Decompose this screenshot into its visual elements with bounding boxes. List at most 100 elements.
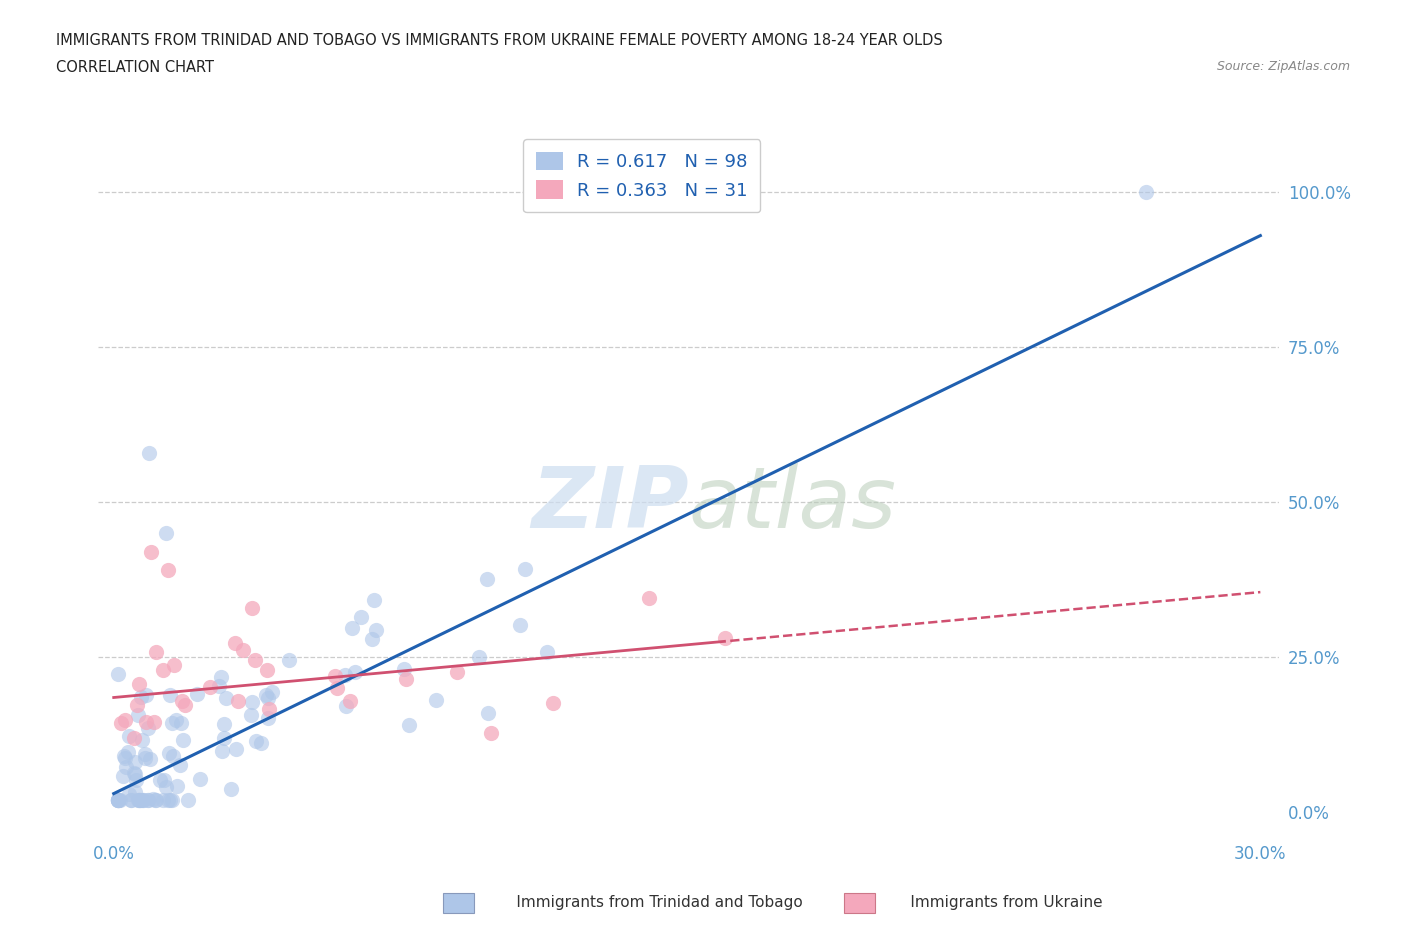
Point	[128, 677, 150, 692]
Point	[257, 711, 280, 725]
Point	[127, 792, 149, 807]
Point	[477, 706, 499, 721]
Point	[134, 746, 156, 761]
Point	[131, 792, 153, 807]
Point	[122, 766, 145, 781]
Point	[107, 792, 129, 807]
Point	[254, 688, 277, 703]
Point	[513, 562, 536, 577]
Point	[145, 644, 167, 659]
Point	[323, 668, 346, 683]
Point	[124, 785, 146, 800]
Point	[536, 644, 558, 659]
Point	[200, 680, 222, 695]
Point	[186, 686, 208, 701]
Point	[143, 792, 166, 807]
Text: Immigrants from Trinidad and Tobago: Immigrants from Trinidad and Tobago	[492, 895, 803, 910]
Point	[136, 721, 159, 736]
Point	[139, 751, 162, 766]
Point	[166, 778, 188, 793]
Point	[128, 792, 150, 807]
Point	[425, 693, 447, 708]
Point	[257, 691, 280, 706]
Text: ZIP: ZIP	[531, 463, 689, 546]
Point	[131, 690, 153, 705]
Point	[124, 754, 146, 769]
Point	[165, 713, 187, 728]
Point	[208, 679, 231, 694]
Point	[107, 666, 129, 681]
Point	[128, 792, 150, 807]
Point	[226, 694, 249, 709]
Point	[277, 653, 299, 668]
Point	[326, 681, 349, 696]
Point	[335, 698, 357, 713]
Point	[172, 733, 194, 748]
Point	[468, 649, 491, 664]
Point	[395, 671, 418, 686]
Text: Immigrants from Ukraine: Immigrants from Ukraine	[886, 895, 1102, 910]
Point	[138, 445, 160, 460]
Point	[240, 600, 263, 615]
Point	[136, 792, 159, 807]
Point	[188, 772, 211, 787]
Text: Source: ZipAtlas.com: Source: ZipAtlas.com	[1216, 60, 1350, 73]
Point	[479, 725, 502, 740]
Point	[134, 751, 156, 765]
Point	[245, 652, 267, 667]
Point	[124, 766, 146, 781]
Point	[475, 572, 498, 587]
Point	[114, 760, 136, 775]
Point	[212, 731, 235, 746]
Point	[398, 717, 420, 732]
Point	[127, 698, 149, 712]
Point	[446, 664, 468, 679]
Point	[152, 792, 174, 807]
Point	[155, 779, 177, 794]
Point	[135, 687, 157, 702]
Point	[225, 741, 247, 756]
Point	[221, 781, 243, 796]
Point	[131, 732, 153, 747]
Point	[107, 792, 129, 807]
Point	[232, 643, 254, 658]
Point	[637, 591, 659, 605]
Point	[240, 708, 263, 723]
Point	[714, 631, 737, 645]
Text: IMMIGRANTS FROM TRINIDAD AND TOBAGO VS IMMIGRANTS FROM UKRAINE FEMALE POVERTY AM: IMMIGRANTS FROM TRINIDAD AND TOBAGO VS I…	[56, 33, 943, 47]
Point	[224, 636, 246, 651]
Point	[256, 663, 278, 678]
Point	[141, 544, 163, 559]
Point	[107, 792, 129, 807]
Point	[174, 698, 197, 712]
Point	[209, 670, 232, 684]
Point	[212, 716, 235, 731]
Point	[149, 772, 172, 787]
Point	[157, 792, 180, 807]
Point	[120, 792, 142, 807]
Point	[160, 792, 183, 807]
Point	[142, 714, 165, 729]
Point	[155, 525, 177, 540]
Point	[152, 663, 174, 678]
Point	[131, 792, 153, 807]
Point	[245, 734, 267, 749]
Point	[363, 592, 385, 607]
Point	[117, 745, 139, 760]
Point	[509, 618, 531, 632]
Point	[111, 769, 134, 784]
Point	[211, 743, 233, 758]
Point	[159, 688, 181, 703]
Point	[250, 736, 273, 751]
Point	[125, 773, 148, 788]
Point	[114, 751, 136, 765]
Point	[107, 792, 129, 807]
Point	[335, 668, 357, 683]
Point	[127, 708, 149, 723]
Point	[1135, 185, 1157, 200]
Point	[364, 623, 387, 638]
Point	[215, 690, 238, 705]
Point	[257, 701, 280, 716]
Point	[240, 695, 263, 710]
Point	[343, 664, 366, 679]
